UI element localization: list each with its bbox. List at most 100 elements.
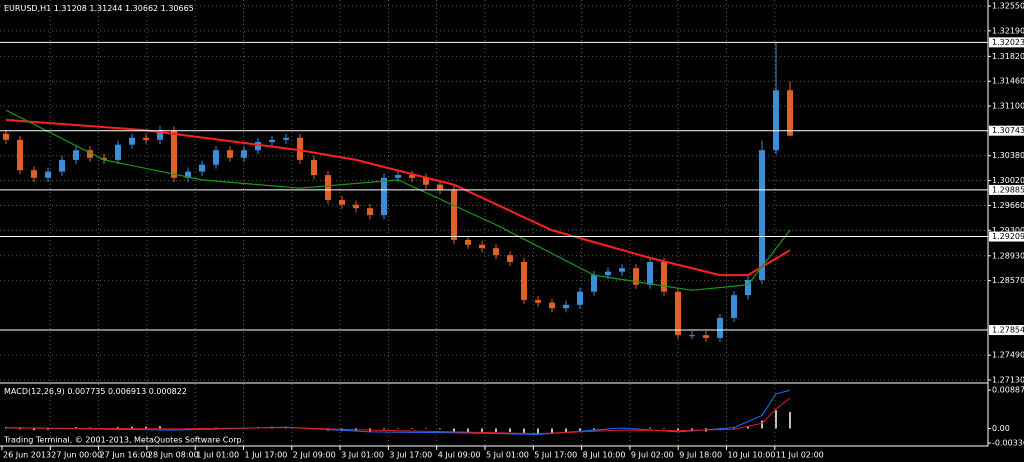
candle-body (185, 171, 191, 178)
macd-bar (467, 428, 469, 433)
macd-bar (733, 428, 735, 429)
candle-body (437, 184, 443, 191)
macd-bar (593, 428, 595, 430)
macd-bar (383, 428, 385, 430)
macd-bar (33, 428, 35, 431)
macd-bar (789, 411, 791, 429)
candle-body (773, 90, 779, 151)
x-tick-label: 9 Jul 02:00 (631, 451, 674, 460)
candle-body (493, 248, 499, 256)
macd-bar (579, 428, 581, 432)
candle-body (633, 268, 639, 285)
y-tick-label: 1.27490 (992, 351, 1024, 360)
grid (0, 0, 988, 446)
macd-y-tick-label: 0.00 (992, 424, 1010, 433)
candle-body (521, 262, 527, 300)
macd-title: MACD(12,26,9) (4, 387, 65, 396)
y-tick-label: 1.29300 (992, 226, 1024, 235)
macd-bar (19, 428, 21, 430)
x-tick-label: 3 Jul 17:00 (389, 451, 432, 460)
x-tick-label: 27 Jun 16:00 (100, 451, 151, 460)
macd-reading: 0.006913 (108, 387, 146, 396)
moving-average (5, 118, 791, 277)
y-tick-label: 1.31100 (992, 102, 1024, 111)
candle-body (115, 144, 121, 160)
candle-body (717, 317, 723, 338)
candle-body (787, 90, 793, 136)
candle-body (619, 268, 625, 272)
y-tick-label: 1.28930 (992, 251, 1024, 260)
macd-bar (663, 428, 665, 429)
quote: 1.30665 (161, 4, 194, 13)
candle-body (605, 271, 611, 276)
candle-body (689, 335, 695, 337)
candle-body (297, 137, 303, 160)
x-tick-label: 11 Jul 02:00 (776, 451, 824, 460)
x-tick-label: 3 Jul 01:00 (341, 451, 384, 460)
candle-body (73, 150, 79, 160)
candle-body (353, 204, 359, 209)
candle-body (759, 150, 765, 280)
x-tick-label: 26 Jun 2013 (3, 451, 51, 460)
candle-body (409, 175, 415, 178)
candle-body (577, 291, 583, 305)
candle-body (255, 141, 261, 151)
x-tick-label: 4 Jul 09:00 (438, 451, 481, 460)
moving-average (5, 109, 791, 291)
candle-body (647, 262, 653, 285)
candle-body (703, 335, 709, 338)
macd-bar (537, 428, 539, 434)
candle-body (283, 137, 289, 140)
x-tick-label: 5 Jul 01:00 (486, 451, 529, 460)
macd-bar (131, 426, 133, 429)
candle-body (591, 275, 597, 292)
candle-body (157, 130, 163, 140)
x-tick-label: 2 Jul 09:00 (293, 451, 336, 460)
level-label: 1.29209 (992, 232, 1024, 241)
x-tick-label: 1 Jul 17:00 (245, 451, 288, 460)
candle-body (549, 302, 555, 309)
macd-bar (677, 428, 679, 432)
x-tick-label: 5 Jul 17:00 (534, 451, 577, 460)
quote: 1.31244 (89, 4, 122, 13)
level-label-box (989, 184, 1024, 195)
x-tick-label: 8 Jul 10:00 (583, 451, 626, 460)
candle-body (661, 262, 667, 292)
macd-bar (481, 428, 483, 432)
macd-bar (439, 428, 441, 430)
candle-body (87, 150, 93, 158)
candle-body (563, 304, 569, 309)
level-label: 1.32023 (992, 38, 1024, 47)
candle-body (45, 171, 51, 178)
candle-body (465, 239, 471, 245)
candle-body (507, 255, 513, 263)
level-label-box (989, 125, 1024, 136)
macd-bar (523, 428, 525, 434)
x-tick-label: 28 Jun 08:00 (148, 451, 199, 460)
candle-body (535, 299, 541, 303)
candle-body (311, 159, 317, 176)
macd-reading: 0.007735 (67, 387, 105, 396)
candle-body (325, 175, 331, 200)
candle-body (171, 130, 177, 178)
candle-body (395, 175, 401, 178)
macd-bar (47, 428, 49, 430)
candle-body (59, 159, 65, 172)
x-tick-label: 9 Jul 18:00 (679, 451, 722, 460)
level-label-box (989, 231, 1024, 242)
level-label-box (989, 37, 1024, 48)
macd-y-tick-label: -0.003361 (992, 439, 1024, 448)
macd-bar (397, 428, 399, 429)
footer: Trading Terminal, © 2001-2013, MetaQuote… (3, 436, 244, 445)
candle-body (3, 133, 9, 140)
macd-bar (495, 428, 497, 432)
level-label: 1.27854 (992, 326, 1024, 335)
macd-y-tick-label: 0.008879 (992, 386, 1024, 395)
macd-bar (565, 428, 567, 433)
plot (3, 42, 793, 343)
candle-body (423, 177, 429, 185)
candle-body (381, 177, 387, 216)
quote: 1.31208 (54, 4, 87, 13)
y-tick-label: 1.32550 (992, 2, 1024, 11)
